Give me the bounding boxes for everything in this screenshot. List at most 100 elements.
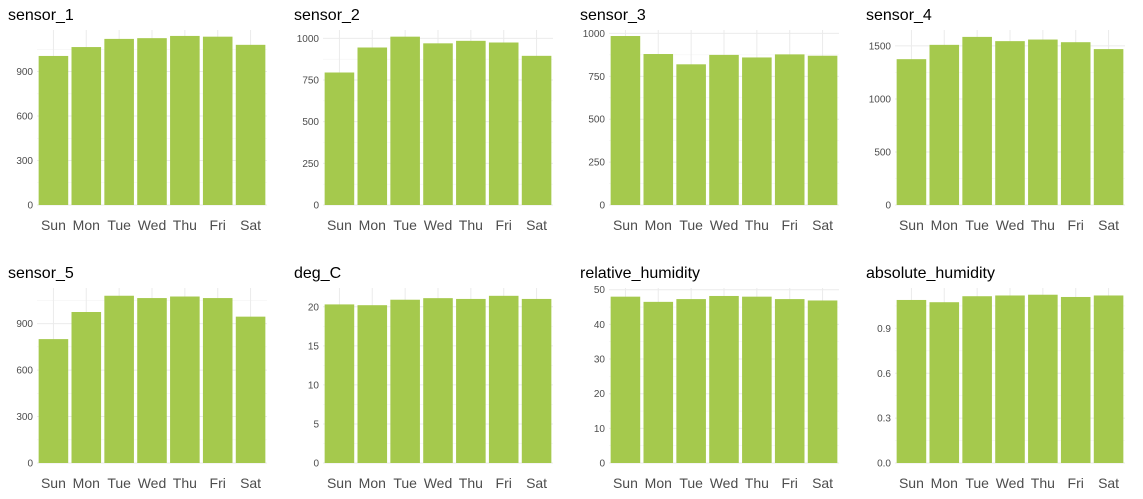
y-tick-label: 20 [308,302,320,313]
bar-Fri [202,36,233,205]
chart-panel-sensor_3: sensor_3 0 250 500 750 1000 Sun Mon Tue Wed Thu Fri… [580,7,839,233]
x-tick-label: Sat [240,217,261,233]
x-tick-label: Thu [459,217,483,233]
y-tick-label: 0 [599,459,605,470]
bar-Thu [170,35,200,205]
x-tick-label: Sat [812,217,833,233]
chart-title: sensor_1 [8,7,74,24]
y-tick-label: 1000 [297,34,320,45]
bar-Thu [1028,39,1058,205]
y-tick-label: 300 [16,412,33,423]
x-tick-label: Tue [107,217,131,233]
x-tick-label: Wed [138,475,167,491]
bar-Thu [456,298,486,463]
y-tick-label: 10 [594,424,606,435]
chart-panel-sensor_5: sensor_5 0 300 600 900 Sun Mon Tue Wed Thu Fri Sat [8,265,267,491]
x-tick-label: Fri [782,475,798,491]
x-tick-label: Fri [210,217,226,233]
bar-Wed [709,54,739,206]
bar-Tue [104,295,134,463]
y-tick-label: 500 [588,115,605,126]
x-tick-label: Sat [526,475,547,491]
bar-Sun [324,304,355,463]
y-tick-label: 600 [16,366,33,377]
x-tick-label: Tue [393,475,417,491]
y-tick-label: 0.0 [877,459,891,470]
chart-panel-sensor_4: sensor_4 0 500 1000 1500 Sun Mon Tue Wed Thu Fri Sa… [866,7,1125,233]
bar-Sat [807,55,838,206]
chart-panel-relative_humidity: relative_humidity 0 10 20 30 40 50 Sun Mon Tue Wed… [580,265,839,491]
bar-Wed [137,298,167,463]
x-tick-label: Mon [645,217,672,233]
chart-title: deg_C [294,265,341,282]
bar-Sat [521,298,552,463]
bar-Sun [610,296,641,463]
x-tick-label: Fri [1068,475,1084,491]
bar-Fri [488,295,519,463]
x-tick-label: Thu [1031,217,1055,233]
x-tick-label: Tue [107,475,131,491]
y-tick-label: 0.6 [877,369,891,380]
x-tick-label: Wed [996,475,1025,491]
chart-title: absolute_humidity [866,265,995,282]
x-tick-label: Mon [931,475,958,491]
x-tick-label: Mon [359,217,386,233]
y-tick-label: 10 [308,380,320,391]
bar-Mon [357,47,388,205]
x-tick-label: Tue [965,217,989,233]
y-tick-label: 50 [594,285,606,296]
y-tick-label: 0 [27,201,33,212]
x-tick-label: Thu [745,475,769,491]
y-tick-label: 1500 [869,41,892,52]
x-tick-label: Mon [73,475,100,491]
y-tick-label: 900 [16,319,33,330]
x-tick-label: Mon [359,475,386,491]
bar-Fri [774,299,805,463]
x-tick-label: Fri [210,475,226,491]
bar-Sun [38,339,69,463]
bar-Tue [104,38,134,206]
bar-Tue [676,299,706,463]
bar-Sat [1093,49,1124,205]
bar-Sat [235,44,266,206]
bar-Sat [521,55,552,206]
bar-Tue [676,64,706,206]
bar-Tue [962,296,992,463]
bar-Fri [488,42,519,205]
bar-Fri [774,54,805,205]
bar-Wed [995,41,1025,205]
chart-title: sensor_3 [580,7,646,24]
bar-Mon [929,44,960,206]
x-tick-label: Tue [393,217,417,233]
x-tick-label: Thu [173,217,197,233]
y-tick-label: 250 [588,158,605,169]
x-tick-label: Mon [73,217,100,233]
bar-Wed [995,295,1025,463]
x-tick-label: Sun [41,475,66,491]
x-tick-label: Sun [41,217,66,233]
chart-title: sensor_2 [294,7,360,24]
x-tick-label: Wed [710,475,739,491]
y-tick-label: 1000 [583,29,606,40]
bar-Thu [170,296,200,463]
y-tick-label: 20 [594,389,606,400]
bar-Fri [202,298,233,463]
y-tick-label: 1000 [869,94,892,105]
x-tick-label: Wed [138,217,167,233]
chart-panel-sensor_1: sensor_1 0 300 600 900 Sun Mon Tue Wed Thu Fri Sat [8,7,267,233]
bar-Sun [896,59,927,205]
bar-Sun [38,55,69,206]
x-tick-label: Tue [679,217,703,233]
bar-Sun [610,36,641,206]
y-tick-label: 900 [16,67,33,78]
x-tick-label: Fri [782,217,798,233]
bar-Mon [357,305,388,463]
bar-Thu [1028,294,1058,463]
x-tick-label: Sun [899,475,924,491]
y-tick-label: 0.3 [877,414,891,425]
x-tick-label: Wed [424,217,453,233]
y-tick-label: 0 [599,201,605,212]
y-tick-label: 0 [885,201,891,212]
y-tick-label: 250 [302,159,319,170]
